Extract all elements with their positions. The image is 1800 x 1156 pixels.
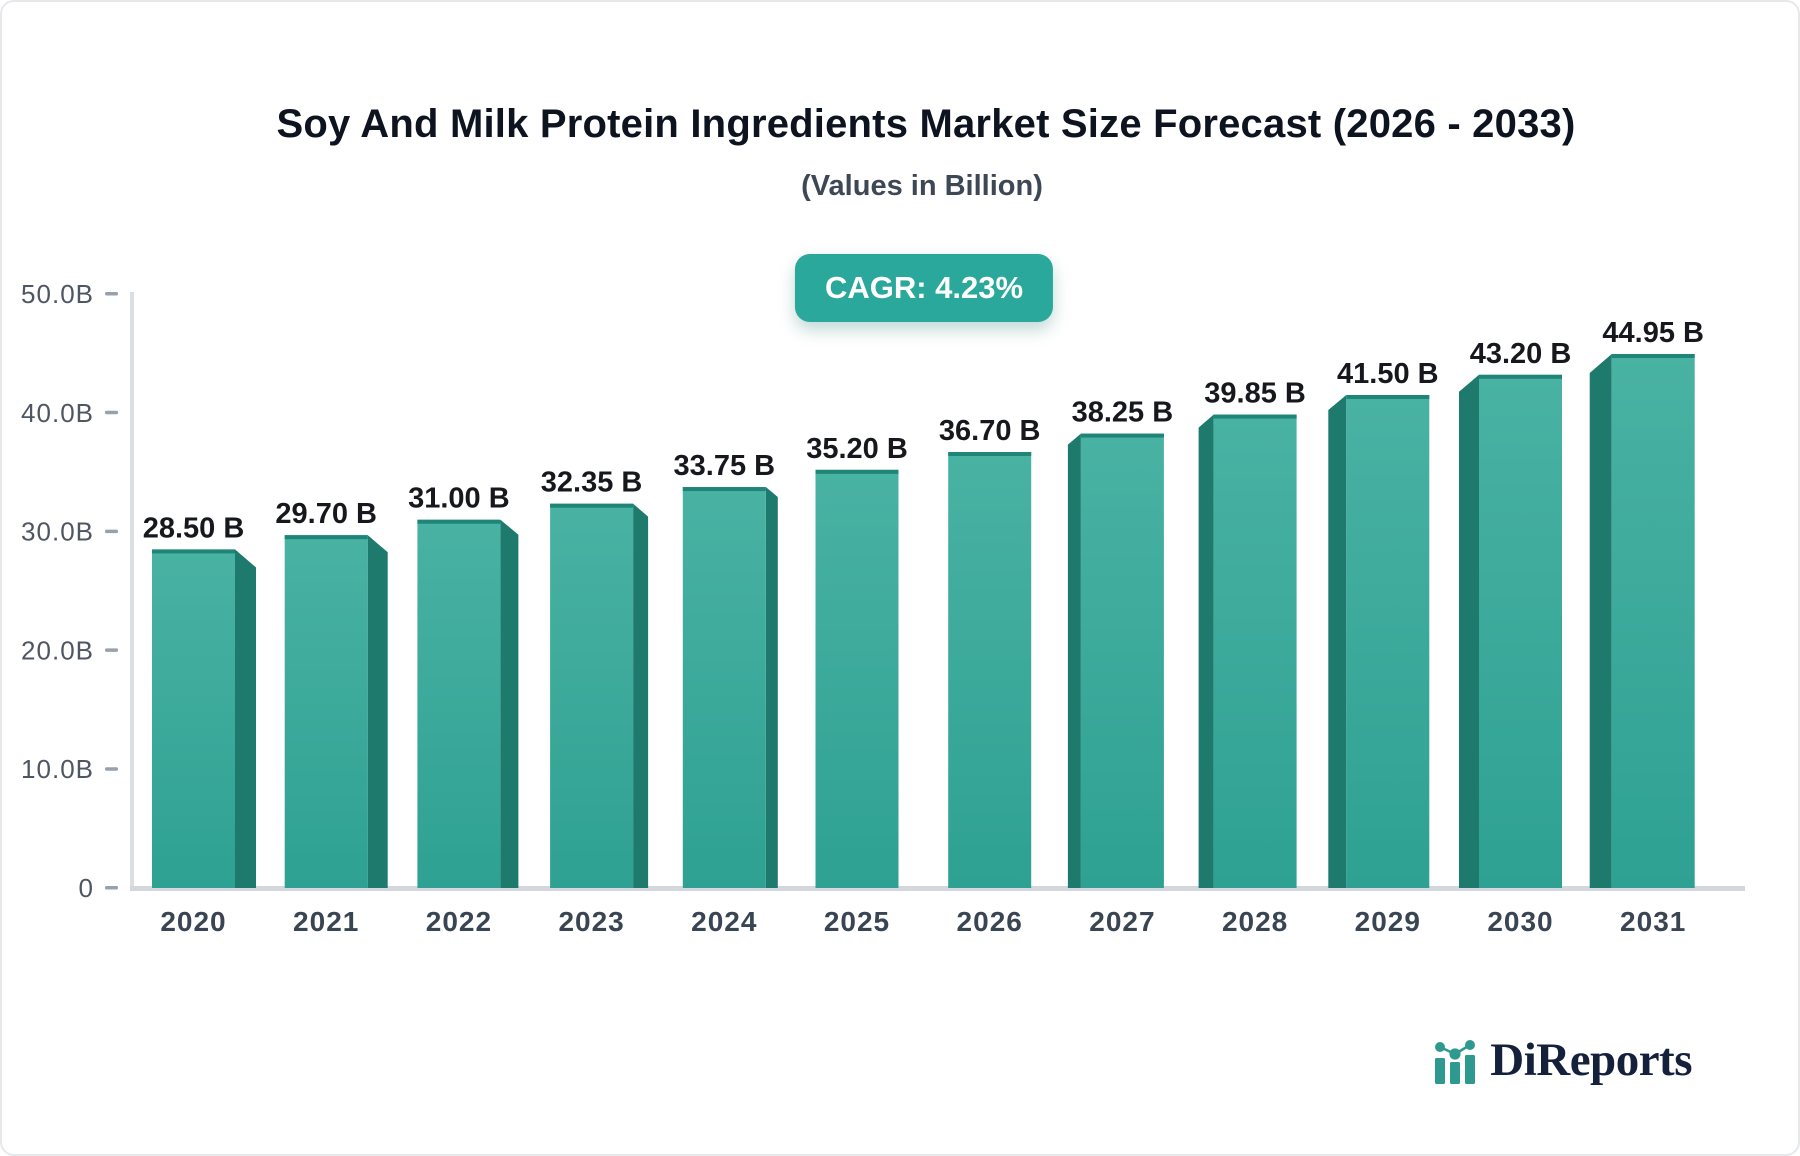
bar-value-label: 35.20 B [806, 433, 908, 465]
bar-top-edge [550, 503, 634, 508]
bar-side [1589, 353, 1612, 888]
bar-side [1198, 414, 1214, 888]
bar-value-label: 43.20 B [1470, 338, 1572, 370]
bar-front [550, 503, 634, 888]
bar-top-edge [152, 549, 235, 554]
bar-front [1213, 414, 1297, 888]
direports-logo-text: DiReports [1490, 1034, 1692, 1087]
bar-side [633, 503, 649, 888]
y-tick-dash [105, 410, 118, 415]
bar-front [1346, 394, 1430, 888]
bar-front [417, 519, 501, 888]
y-axis-line [130, 292, 134, 888]
x-tick-label: 2030 [1487, 906, 1553, 937]
cagr-badge: CAGR: 4.23% [794, 254, 1054, 322]
bar-front [1080, 433, 1164, 888]
bar-side [1067, 433, 1081, 888]
y-tick-label: 30.0B [21, 517, 94, 547]
y-tick-label: 50.0B [21, 279, 94, 309]
bar-top-edge [284, 535, 368, 540]
x-tick-label: 2022 [426, 906, 492, 937]
y-tick-label: 20.0B [21, 635, 94, 665]
bar-top-edge [948, 452, 1032, 457]
bar-front [1611, 353, 1695, 888]
bar-top-edge [1479, 374, 1562, 379]
y-tick-dash [105, 529, 118, 534]
chart-title: Soy And Milk Protein Ingredients Market … [276, 102, 1576, 146]
bar-side [235, 549, 256, 888]
x-tick-label: 2023 [558, 906, 624, 937]
bar-top-edge [1611, 353, 1695, 358]
bar-value-label: 31.00 B [408, 483, 510, 515]
bar-front [152, 549, 235, 888]
direports-logo-icon [1435, 1040, 1476, 1084]
x-tick-label: 2021 [293, 906, 359, 937]
bar-value-label: 39.85 B [1204, 378, 1306, 410]
bar-side [1459, 374, 1479, 888]
bar-top-edge [1346, 394, 1430, 399]
bar-side [500, 519, 519, 888]
x-tick-label: 2029 [1355, 906, 1421, 937]
y-tick-dash [105, 886, 118, 890]
bar-side [367, 535, 388, 888]
y-tick-dash [105, 648, 118, 652]
x-tick-label: 2025 [824, 906, 890, 937]
y-tick-label: 0 [79, 873, 94, 903]
bar-value-label: 28.50 B [143, 512, 245, 544]
bar-front [815, 469, 899, 888]
bar-side [765, 487, 778, 888]
direports-logo: DiReports [1433, 1034, 1692, 1086]
y-tick-dash [105, 767, 118, 771]
bar-front [682, 487, 766, 888]
bar-value-label: 41.50 B [1337, 358, 1439, 390]
bar-value-label: 36.70 B [939, 415, 1041, 447]
bar-value-label: 33.75 B [674, 450, 776, 482]
bar-front [1479, 374, 1562, 888]
bar-value-label: 38.25 B [1072, 397, 1174, 429]
y-tick-label: 10.0B [21, 754, 94, 784]
bar-top-edge [417, 519, 501, 524]
bar-value-label: 32.35 B [541, 467, 643, 499]
bar-value-label: 44.95 B [1602, 317, 1704, 349]
bar-front [948, 452, 1032, 888]
x-tick-label: 2027 [1089, 906, 1155, 937]
y-tick-dash [105, 292, 118, 296]
x-tick-label: 2031 [1620, 906, 1686, 937]
bar-top-edge [1080, 433, 1164, 438]
bar-top-edge [682, 487, 766, 492]
bar-side [1328, 394, 1347, 888]
x-tick-label: 2024 [691, 906, 757, 937]
bar-top-edge [815, 469, 899, 474]
x-tick-label: 2026 [957, 906, 1023, 937]
x-tick-label: 2020 [160, 906, 226, 937]
bar-top-edge [1213, 414, 1297, 419]
bar-value-label: 29.70 B [275, 498, 377, 530]
y-tick-label: 40.0B [21, 398, 94, 428]
chart-subtitle: (Values in Billion) [801, 170, 1043, 202]
x-tick-label: 2028 [1222, 906, 1288, 937]
bar-front [284, 535, 368, 888]
x-axis-line [130, 886, 1745, 891]
